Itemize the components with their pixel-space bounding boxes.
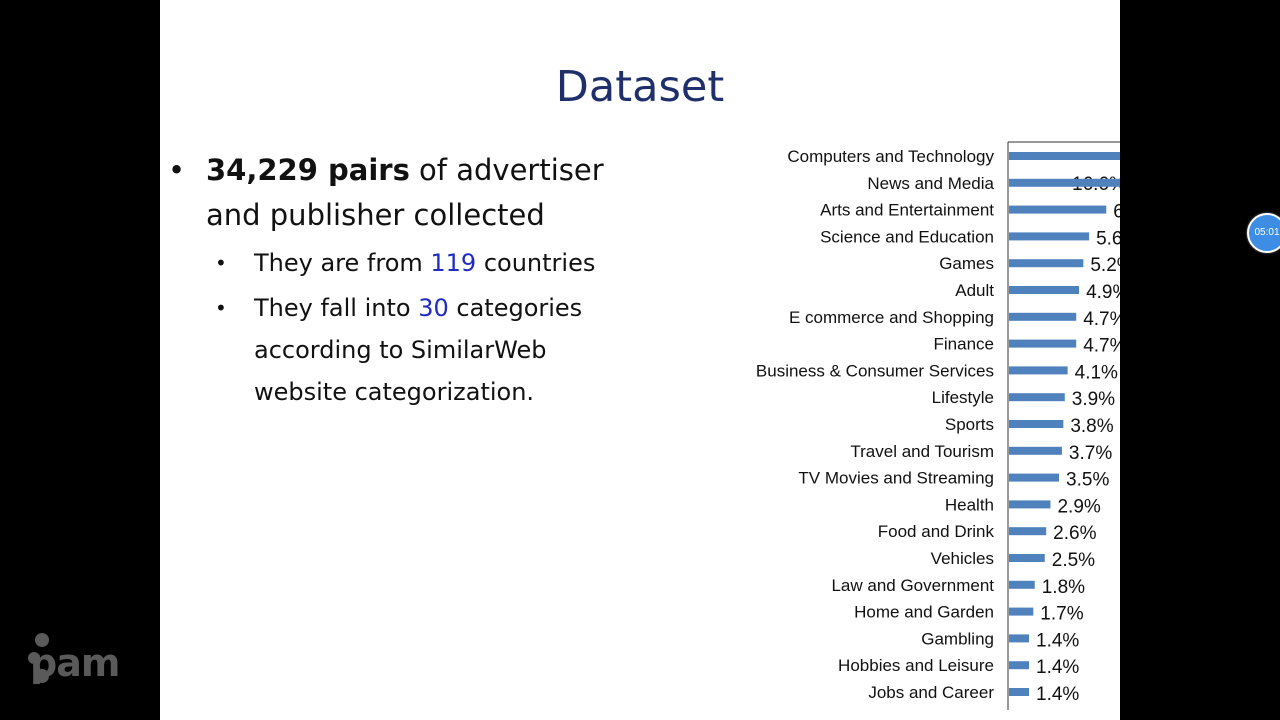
bar [1009, 500, 1051, 509]
category-label: Adult [955, 281, 994, 300]
value-label: 3.5% [1066, 470, 1109, 491]
slide-title: Dataset [555, 62, 725, 112]
bar [1009, 286, 1080, 294]
category-label: News and Media [867, 174, 994, 193]
chart-svg: Computers and Technology16.6%News and Me… [756, 141, 1120, 710]
timer-badge[interactable]: 05:01 [1247, 213, 1280, 253]
bar [1009, 580, 1035, 589]
value-label: 4.7% [1083, 309, 1120, 330]
category-label: TV Movies and Streaming [798, 469, 994, 488]
sub-bullet-categories: • They fall into 30 categories according… [215, 287, 635, 413]
bar [1009, 178, 1120, 187]
bullet-dot: • [215, 251, 227, 275]
bar [1009, 607, 1034, 616]
bar [1009, 634, 1030, 643]
bar [1009, 420, 1064, 428]
category-label: Health [945, 495, 994, 514]
value-label: 5.2% [1090, 255, 1120, 276]
category-label: Lifestyle [932, 388, 994, 407]
pam-logo-text: pam [30, 641, 120, 685]
bar [1009, 312, 1077, 321]
bar [1009, 527, 1047, 536]
bar [1009, 232, 1090, 241]
category-label: Travel and Tourism [850, 442, 994, 461]
value-label: 3.8% [1070, 416, 1113, 437]
bullet-dot: • [168, 153, 186, 187]
category-label: E commerce and Shopping [789, 308, 994, 327]
value-label: 1.7% [1040, 604, 1083, 625]
value-label: 1.4% [1036, 684, 1079, 705]
bullet-main-text: 34,229 pairs of advertiser and publisher… [206, 148, 628, 238]
category-label: Computers and Technology [787, 147, 994, 166]
value-label: 1.4% [1036, 657, 1079, 678]
bar [1009, 446, 1062, 455]
pam-logo-icon [28, 633, 49, 683]
bar [1009, 661, 1030, 670]
bullet-main-bold: 34,229 pairs [206, 153, 410, 187]
bar [1009, 339, 1077, 348]
category-label: Finance [934, 335, 994, 354]
category-label: Food and Drink [878, 522, 995, 541]
bar [1009, 152, 1120, 160]
category-label: Arts and Entertainment [820, 201, 994, 220]
category-label: Science and Education [820, 227, 994, 246]
category-label: Law and Government [831, 576, 994, 595]
bar [1009, 366, 1068, 375]
value-label: 4.7% [1083, 336, 1120, 357]
value-label: 2.9% [1057, 496, 1100, 517]
value-label: 1.8% [1042, 577, 1085, 598]
value-label: 3.7% [1069, 443, 1112, 464]
bar [1009, 205, 1107, 214]
value-label: 3.9% [1072, 389, 1115, 410]
bullet-dot: • [215, 296, 227, 320]
bar [1009, 688, 1030, 696]
bullet-main-rest: of advertiser and publisher collected [206, 153, 604, 232]
sub-bullet-countries: • They are from 119 countries [215, 242, 635, 284]
value-label: 6.8% [1113, 202, 1120, 223]
category-label: Vehicles [931, 549, 994, 568]
sub-bullet-countries-text: They are from 119 countries [254, 249, 596, 277]
category-label: Home and Garden [854, 603, 994, 622]
bar [1009, 393, 1065, 402]
category-label: Games [939, 254, 994, 273]
value-label: 2.6% [1053, 523, 1096, 544]
value-label: 5.6% [1096, 228, 1120, 249]
category-label: Sports [945, 415, 994, 434]
bar [1009, 554, 1045, 562]
bullet-main: • 34,229 pairs of advertiser and publish… [168, 148, 628, 238]
sub-bullet-categories-text: They fall into 30 categories according t… [254, 294, 583, 406]
countries-count: 119 [430, 249, 477, 277]
category-label: Jobs and Career [868, 683, 994, 702]
value-label: 1.4% [1036, 630, 1079, 651]
slide: Dataset • 34,229 pairs of advertiser and… [160, 0, 1120, 720]
value-label: 4.9% [1086, 282, 1120, 303]
bar [1009, 473, 1060, 482]
category-label: Hobbies and Leisure [838, 656, 994, 675]
category-label: Gambling [921, 629, 994, 648]
bar [1009, 259, 1084, 268]
category-label: Business & Consumer Services [756, 361, 994, 380]
value-label: 2.5% [1052, 550, 1095, 571]
categories-count: 30 [418, 294, 449, 322]
category-bar-chart: Computers and Technology16.6%News and Me… [620, 140, 1120, 710]
value-label: 4.1% [1075, 362, 1118, 383]
